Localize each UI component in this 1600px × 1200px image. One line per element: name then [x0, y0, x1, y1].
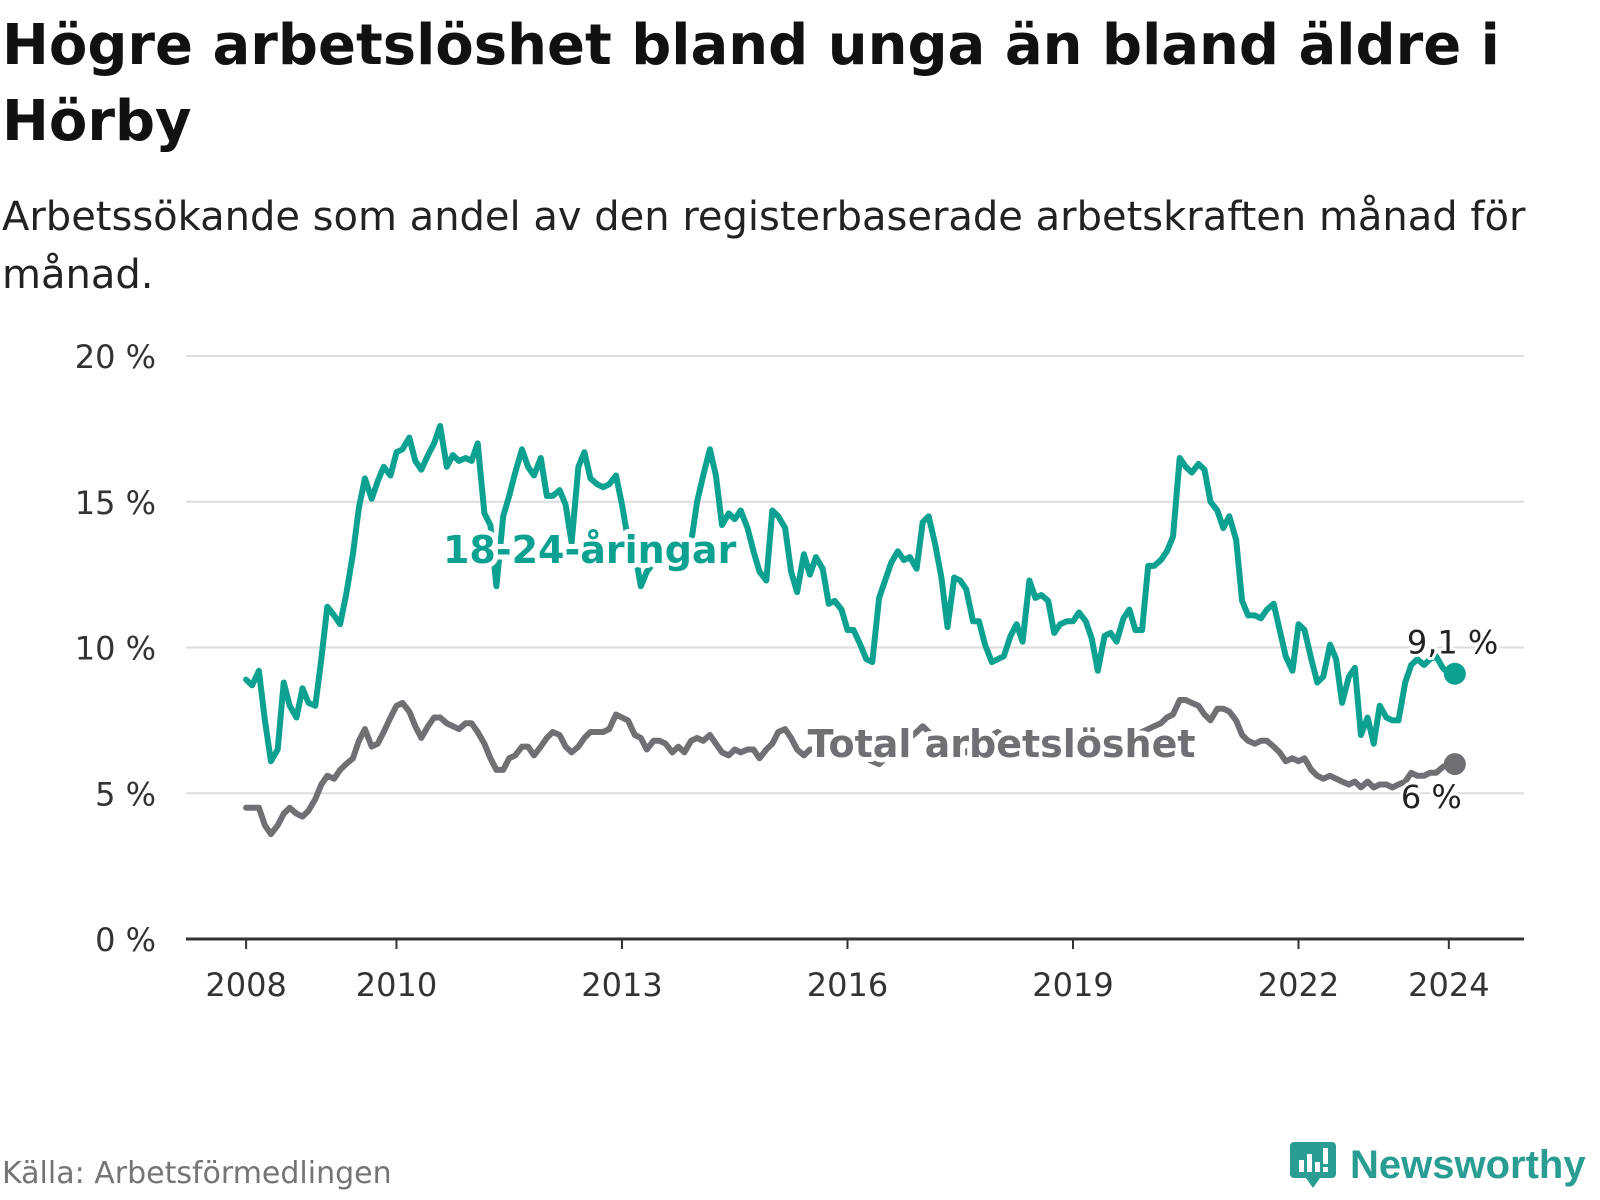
y-tick-label: 20 %	[75, 338, 156, 376]
x-axis: 2008 2010 2013 2016 2019 2022 2024	[186, 937, 1524, 1004]
chart-title: Högre arbetslöshet bland unga än bland ä…	[2, 13, 1500, 154]
chart-subtitle: Arbetssökande som andel av den registerb…	[2, 194, 1526, 298]
brand: Newsworthy	[1288, 1140, 1586, 1190]
series-end-marker	[1443, 753, 1466, 776]
x-tick-label: 2010	[356, 966, 437, 1004]
newsworthy-logo-icon	[1290, 1142, 1336, 1188]
x-tick-label: 2008	[205, 966, 286, 1004]
series-layer	[243, 423, 1466, 838]
series-end-label: 6 %	[1401, 778, 1462, 816]
x-tick-label: 2016	[807, 966, 888, 1004]
series-end-marker	[1443, 662, 1466, 685]
series-line-total	[243, 697, 1458, 838]
series-end-label: 9,1 %	[1407, 624, 1498, 662]
series-line-youth	[243, 423, 1458, 765]
brand-name: Newsworthy	[1350, 1142, 1586, 1187]
x-tick-label: 2013	[581, 966, 662, 1004]
x-tick-label: 2024	[1408, 966, 1489, 1004]
y-tick-label: 15 %	[75, 484, 156, 522]
line-chart: 0 %5 %10 %15 %20 % 2008 2010 2013 2016 2019 2…	[75, 338, 1524, 1004]
source-note: Källa: Arbetsförmedlingen	[2, 1156, 392, 1191]
x-tick-label: 2019	[1032, 966, 1113, 1004]
y-tick-label: 10 %	[75, 630, 156, 668]
series-label-total: Total arbetslöshet	[808, 722, 1196, 766]
y-tick-label: 0 %	[95, 921, 156, 959]
x-tick-label: 2022	[1258, 966, 1339, 1004]
series-label-youth: 18-24-åringar	[443, 528, 737, 572]
y-tick-label: 5 %	[95, 775, 156, 813]
grid-layer: 0 % 5 % 10 % 15 % 20 %	[75, 338, 1524, 959]
label-layer: 9,1 % 6 % 18-24-åringar Total arbetslöshet	[438, 523, 1501, 819]
